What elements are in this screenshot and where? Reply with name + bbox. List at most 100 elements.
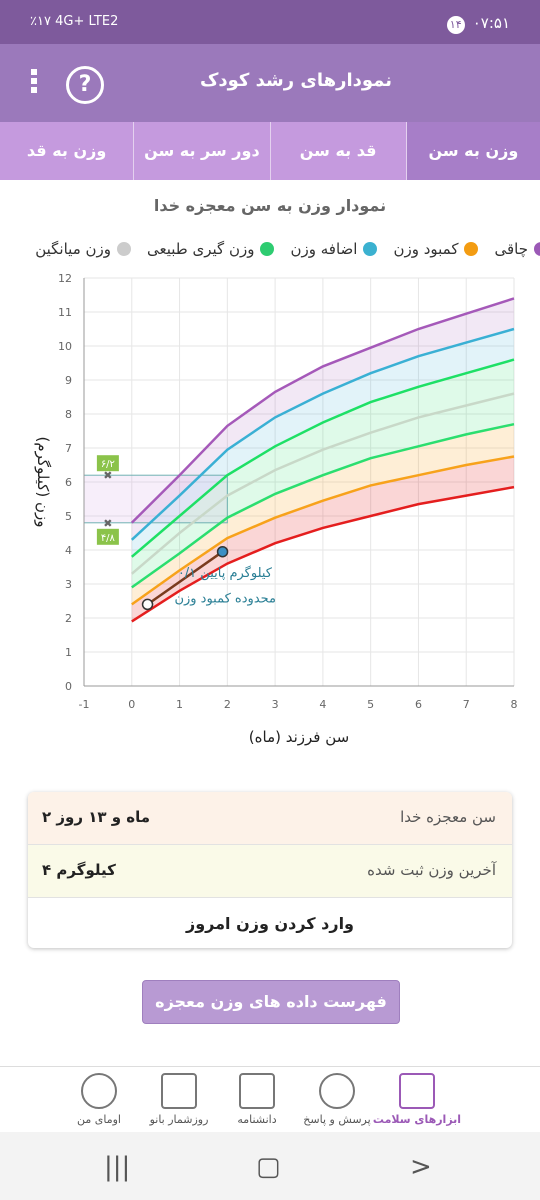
chart-legend: چاقی کمبود وزن اضافه وزن وزن گیری طبیعی … bbox=[0, 240, 540, 270]
info-card: سن معجزه خدا ۲ ماه و ۱۳ روز آخرین وزن ثب… bbox=[28, 792, 512, 948]
x-tick-label: 0 bbox=[128, 698, 135, 711]
nav-label: دانشنامه bbox=[237, 1113, 277, 1126]
growth-band bbox=[131, 424, 514, 605]
tab-weight-age[interactable]: وزن به سن bbox=[405, 122, 540, 180]
legend-dot bbox=[534, 242, 540, 256]
y-tick-label: 0 bbox=[65, 680, 72, 693]
age-value: ۲ ماه و ۱۳ روز bbox=[42, 808, 151, 826]
nav-profile[interactable]: اومای من bbox=[54, 1073, 144, 1126]
more-menu-icon[interactable] bbox=[22, 66, 46, 102]
legend-label: چاقی bbox=[494, 240, 528, 258]
growth-band bbox=[131, 359, 514, 574]
legend-dot bbox=[363, 242, 378, 256]
range-marker-box bbox=[96, 455, 119, 472]
y-tick-label: 8 bbox=[65, 408, 72, 421]
x-tick-label: 2 bbox=[224, 698, 231, 711]
battery-text: ٪۱۷ bbox=[30, 14, 51, 29]
system-nav-bar: ||| ▢ > bbox=[0, 1132, 540, 1200]
legend-label: وزن میانگین bbox=[35, 240, 111, 258]
question-icon bbox=[319, 1073, 355, 1109]
y-tick-label: 6 bbox=[65, 476, 72, 489]
x-tick-label: 7 bbox=[463, 698, 470, 711]
growth-band bbox=[131, 456, 514, 622]
legend-dot bbox=[464, 242, 479, 256]
growth-band bbox=[131, 298, 514, 540]
y-tick-label: 2 bbox=[65, 612, 72, 625]
nav-label: روزشمار بانو bbox=[149, 1113, 209, 1126]
legend-item-underweight[interactable]: کمبود وزن bbox=[393, 240, 479, 258]
weight-row: آخرین وزن ثبت شده ۴ کیلوگرم bbox=[28, 845, 512, 898]
back-icon[interactable]: > bbox=[410, 1152, 432, 1182]
x-axis-label: سن فرزند (ماه) bbox=[249, 728, 349, 746]
nav-label: پرسش و پاسخ bbox=[303, 1113, 371, 1126]
y-tick-label: 3 bbox=[65, 578, 72, 591]
y-tick-label: 10 bbox=[58, 340, 72, 353]
battery-network: ٪۱۷ 4G+ LTE2 bbox=[30, 14, 118, 29]
legend-item-overweight[interactable]: اضافه وزن bbox=[290, 240, 378, 258]
series-line bbox=[131, 485, 515, 623]
legend-dot bbox=[117, 242, 131, 256]
profile-icon bbox=[81, 1073, 117, 1109]
y-tick-label: 12 bbox=[58, 272, 72, 285]
nav-health-tools[interactable]: ابزارهای سلامت bbox=[372, 1073, 462, 1126]
help-button[interactable]: ? bbox=[66, 66, 104, 104]
chart-title: نمودار وزن به سن معجزه خدا bbox=[153, 196, 387, 215]
age-row: سن معجزه خدا ۲ ماه و ۱۳ روز bbox=[28, 792, 512, 845]
x-tick-label: 1 bbox=[176, 698, 183, 711]
age-label: سن معجزه خدا bbox=[400, 808, 496, 826]
legend-item-average[interactable]: وزن میانگین bbox=[35, 240, 131, 258]
book-icon bbox=[239, 1073, 275, 1109]
legend-label: اضافه وزن bbox=[290, 240, 358, 258]
x-tick-label: -1 bbox=[79, 698, 90, 711]
nav-qa[interactable]: پرسش و پاسخ bbox=[292, 1073, 382, 1126]
legend-label: کمبود وزن bbox=[393, 240, 459, 258]
legend-dot bbox=[260, 242, 275, 256]
y-tick-label: 4 bbox=[65, 544, 72, 557]
range-marker-x: ✖ bbox=[103, 517, 112, 530]
nav-encyclopedia[interactable]: دانشنامه bbox=[212, 1073, 302, 1126]
nav-calendar[interactable]: روزشمار بانو bbox=[134, 1073, 224, 1126]
tab-height-age[interactable]: قد به سن bbox=[269, 122, 406, 180]
weight-value: ۴ کیلوگرم bbox=[42, 861, 116, 879]
clock: ۱۴ ۰۷:۵۱ bbox=[446, 14, 510, 34]
series-line bbox=[130, 297, 515, 524]
y-tick-label: 7 bbox=[65, 442, 72, 455]
tab-bar: وزن به سن قد به سن دور سر به سن وزن به ق… bbox=[0, 122, 540, 180]
x-tick-label: 3 bbox=[272, 698, 279, 711]
child-weight-point bbox=[216, 545, 229, 558]
annotation-text: محدوده کمبود وزن bbox=[174, 592, 276, 607]
bottom-nav: ابزارهای سلامت پرسش و پاسخ دانشنامه روزش… bbox=[0, 1066, 540, 1133]
enter-weight-button[interactable]: وارد کردن وزن امروز bbox=[186, 914, 354, 933]
y-axis-label: وزن (کیلوگرم) bbox=[34, 436, 52, 527]
series-line bbox=[131, 455, 515, 606]
home-icon[interactable]: ▢ bbox=[256, 1152, 281, 1182]
recent-apps-icon[interactable]: ||| bbox=[104, 1152, 131, 1182]
calendar-icon bbox=[161, 1073, 197, 1109]
nav-label: اومای من bbox=[77, 1113, 121, 1126]
legend-item-obese[interactable]: چاقی bbox=[494, 240, 540, 258]
range-marker-label: ۴/۸ bbox=[101, 533, 116, 544]
y-tick-label: 11 bbox=[58, 306, 72, 319]
medkit-icon bbox=[399, 1073, 435, 1109]
child-weight-point bbox=[141, 598, 154, 611]
tab-weight-height[interactable]: وزن به قد bbox=[26, 141, 107, 160]
legend-item-normal[interactable]: وزن گیری طبیعی bbox=[147, 240, 275, 258]
nav-label: ابزارهای سلامت bbox=[372, 1113, 462, 1126]
page-title: نمودارهای رشد کودک bbox=[199, 70, 392, 91]
range-marker-x: ✖ bbox=[103, 469, 112, 482]
range-marker-box bbox=[96, 528, 119, 545]
y-tick-label: 1 bbox=[65, 646, 72, 659]
y-tick-label: 5 bbox=[65, 510, 72, 523]
x-tick-label: 8 bbox=[511, 698, 518, 711]
range-marker-label: ۶/۲ bbox=[101, 459, 115, 470]
x-tick-label: 6 bbox=[415, 698, 422, 711]
tab-head-age[interactable]: دور سر به سن bbox=[133, 122, 269, 180]
growth-band bbox=[131, 393, 514, 588]
legend-label: وزن گیری طبیعی bbox=[147, 240, 255, 258]
app-bar: ? نمودارهای رشد کودک bbox=[0, 44, 540, 122]
weight-label: آخرین وزن ثبت شده bbox=[367, 861, 496, 879]
weight-list-button[interactable]: فهرست داده های وزن معجزه خدا bbox=[142, 980, 400, 1053]
notification-badge: ۱۴ bbox=[446, 16, 465, 34]
series-line bbox=[131, 422, 515, 589]
